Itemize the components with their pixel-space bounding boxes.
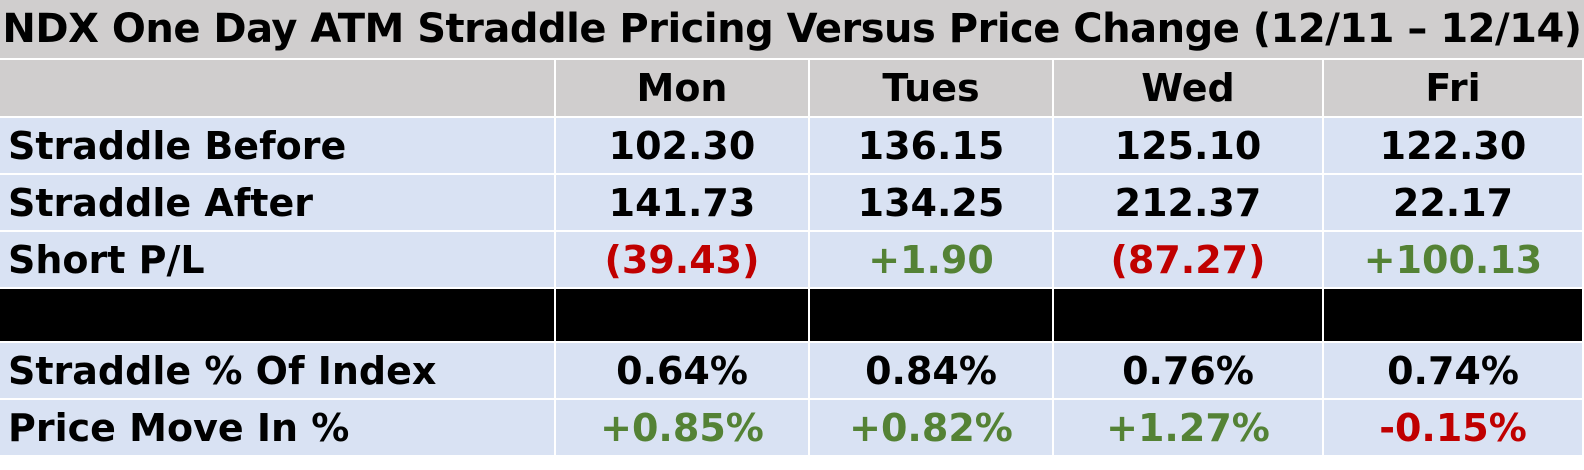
column-header: Fri bbox=[1324, 60, 1582, 116]
table-cell: +0.85% bbox=[556, 400, 808, 455]
table-cell: 122.30 bbox=[1324, 118, 1582, 173]
table-cell: 0.74% bbox=[1324, 343, 1582, 398]
separator-cell bbox=[810, 289, 1052, 341]
table-cell: (87.27) bbox=[1054, 232, 1322, 287]
row-label: Price Move In % bbox=[0, 400, 554, 455]
header-corner bbox=[0, 60, 554, 116]
table-cell: +1.90 bbox=[810, 232, 1052, 287]
table-cell: (39.43) bbox=[556, 232, 808, 287]
table-cell: 22.17 bbox=[1324, 175, 1582, 230]
row-label: Straddle Before bbox=[0, 118, 554, 173]
table-cell: 125.10 bbox=[1054, 118, 1322, 173]
row-label: Straddle % Of Index bbox=[0, 343, 554, 398]
table-cell: +1.27% bbox=[1054, 400, 1322, 455]
column-header: Wed bbox=[1054, 60, 1322, 116]
separator-cell bbox=[556, 289, 808, 341]
column-header: Tues bbox=[810, 60, 1052, 116]
separator-cell bbox=[1324, 289, 1582, 341]
row-label: Straddle After bbox=[0, 175, 554, 230]
table-cell: +0.82% bbox=[810, 400, 1052, 455]
separator-cell bbox=[0, 289, 554, 341]
table-cell: 102.30 bbox=[556, 118, 808, 173]
table-cell: 0.64% bbox=[556, 343, 808, 398]
table-cell: 212.37 bbox=[1054, 175, 1322, 230]
table-cell: 134.25 bbox=[810, 175, 1052, 230]
table-cell: 136.15 bbox=[810, 118, 1052, 173]
table-cell: +100.13 bbox=[1324, 232, 1582, 287]
table-cell: 0.76% bbox=[1054, 343, 1322, 398]
table-cell: 0.84% bbox=[810, 343, 1052, 398]
table-cell: 141.73 bbox=[556, 175, 808, 230]
separator-cell bbox=[1054, 289, 1322, 341]
row-label: Short P/L bbox=[0, 232, 554, 287]
table-title: NDX One Day ATM Straddle Pricing Versus … bbox=[0, 0, 1584, 58]
table-cell: -0.15% bbox=[1324, 400, 1582, 455]
column-header: Mon bbox=[556, 60, 808, 116]
